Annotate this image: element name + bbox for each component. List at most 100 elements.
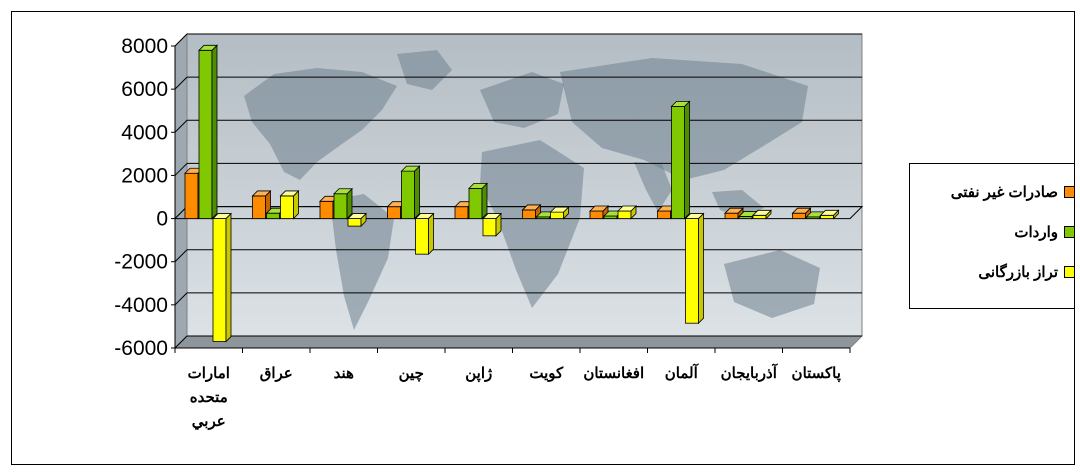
legend-item-exports: صادرات غير نفتی <box>910 182 1074 204</box>
legend-swatch <box>1064 266 1074 278</box>
bar <box>414 212 435 256</box>
bar-front <box>589 210 604 219</box>
x-tick-label: چين <box>399 365 424 382</box>
bar-front <box>387 206 401 219</box>
bar-front <box>468 187 483 219</box>
bar-top <box>482 213 502 219</box>
bar <box>521 203 542 220</box>
y-tick-label: 2000 <box>121 164 168 187</box>
x-tick-label: ژاپن <box>465 365 492 383</box>
legend-label: تراز بازرگانی <box>978 264 1058 281</box>
bar <box>347 212 367 228</box>
bar-top <box>333 188 353 195</box>
bar-front <box>792 212 806 219</box>
bar-front <box>280 195 294 219</box>
bar-side <box>481 182 488 220</box>
bar-front <box>212 218 227 342</box>
gridline-depth <box>174 33 188 47</box>
bar <box>212 212 232 343</box>
x-tick-label: افغانستان <box>583 365 644 382</box>
bar-top <box>251 190 272 197</box>
y-tick-label: 4000 <box>121 121 168 144</box>
bar-front <box>454 206 469 219</box>
bar <box>468 182 488 220</box>
bar-top <box>198 44 218 51</box>
bar-front <box>333 193 348 219</box>
y-tick-label: 8000 <box>121 35 168 58</box>
bar-front <box>657 210 671 219</box>
bar-side <box>211 44 218 220</box>
bar <box>333 187 353 220</box>
bar-top <box>684 213 705 219</box>
bar-side <box>684 100 690 220</box>
bar-front <box>550 211 564 219</box>
x-tick-label: آذربايجان <box>721 363 779 382</box>
x-tick-label: آلمان <box>665 363 700 382</box>
bar-front <box>266 212 280 219</box>
chart-plot: 8000 6000 4000 2000 0 -2000 -4000 -6000 امارات م… <box>114 32 864 431</box>
bar-front <box>415 218 429 255</box>
bar <box>617 205 637 220</box>
bar-top <box>521 204 542 211</box>
x-tick-label: كويت <box>529 365 564 382</box>
bar-front <box>198 49 213 219</box>
floor <box>173 335 864 349</box>
bar <box>724 207 744 220</box>
bar-side <box>698 212 704 325</box>
bar-side <box>428 212 434 256</box>
bar-front <box>319 200 334 219</box>
bar-front <box>685 218 699 324</box>
legend-swatch <box>1064 186 1074 198</box>
bar-top <box>279 190 300 197</box>
australia-shape <box>724 250 820 318</box>
legend: صادرات غير نفتی واردات تراز بازرگانی <box>909 163 1074 309</box>
bar-top <box>819 209 840 216</box>
bar-front <box>184 172 199 219</box>
bar <box>400 165 421 220</box>
bar-front <box>347 218 362 227</box>
bar-top <box>347 213 367 219</box>
bar <box>549 206 570 220</box>
bar-top <box>724 207 744 214</box>
bar-top <box>752 209 772 216</box>
bar-front <box>482 218 497 237</box>
legend-label: واردات <box>1014 224 1058 241</box>
y-tick-label: 0 <box>156 208 168 231</box>
bar-front <box>671 106 685 219</box>
bar-top <box>400 165 421 172</box>
bar-top <box>414 213 435 219</box>
y-tick-label: 6000 <box>121 78 168 101</box>
bar-top <box>212 213 232 219</box>
x-tick-label: عراق <box>260 365 293 382</box>
bar-front <box>522 209 536 219</box>
south-east-asia-shape <box>712 190 764 218</box>
y-tick-labels: 8000 6000 4000 2000 0 -2000 -4000 -6000 <box>114 35 168 360</box>
bar-front <box>752 214 767 219</box>
north-america-shape <box>244 68 397 180</box>
south-america-shape <box>330 194 394 330</box>
greenland-shape <box>397 50 452 90</box>
gridline-depth <box>174 76 188 90</box>
bar-front <box>401 170 415 219</box>
gridline-depth <box>174 292 188 306</box>
x-tick-label: متحده <box>190 389 228 406</box>
bar <box>819 209 840 220</box>
bar <box>670 100 691 220</box>
y-tick-label: -2000 <box>114 251 168 274</box>
x-tick-label: امارات <box>188 365 230 382</box>
x-tick-label: پاكستان <box>792 365 841 383</box>
bar-top <box>617 205 637 212</box>
europe-shape <box>480 72 564 128</box>
bar-top <box>468 182 488 189</box>
bar-front <box>617 210 632 219</box>
legend-item-balance: تراز بازرگانی <box>910 262 1074 284</box>
x-tick-label: عربي <box>192 413 226 431</box>
legend-item-imports: واردات <box>910 222 1074 244</box>
bar-front <box>724 212 739 219</box>
bar <box>752 209 772 220</box>
bar-top <box>549 206 570 213</box>
y-tick-label: -6000 <box>114 337 168 360</box>
bar-top <box>670 101 691 107</box>
bar-side <box>225 212 232 343</box>
legend-swatch <box>1064 226 1074 238</box>
